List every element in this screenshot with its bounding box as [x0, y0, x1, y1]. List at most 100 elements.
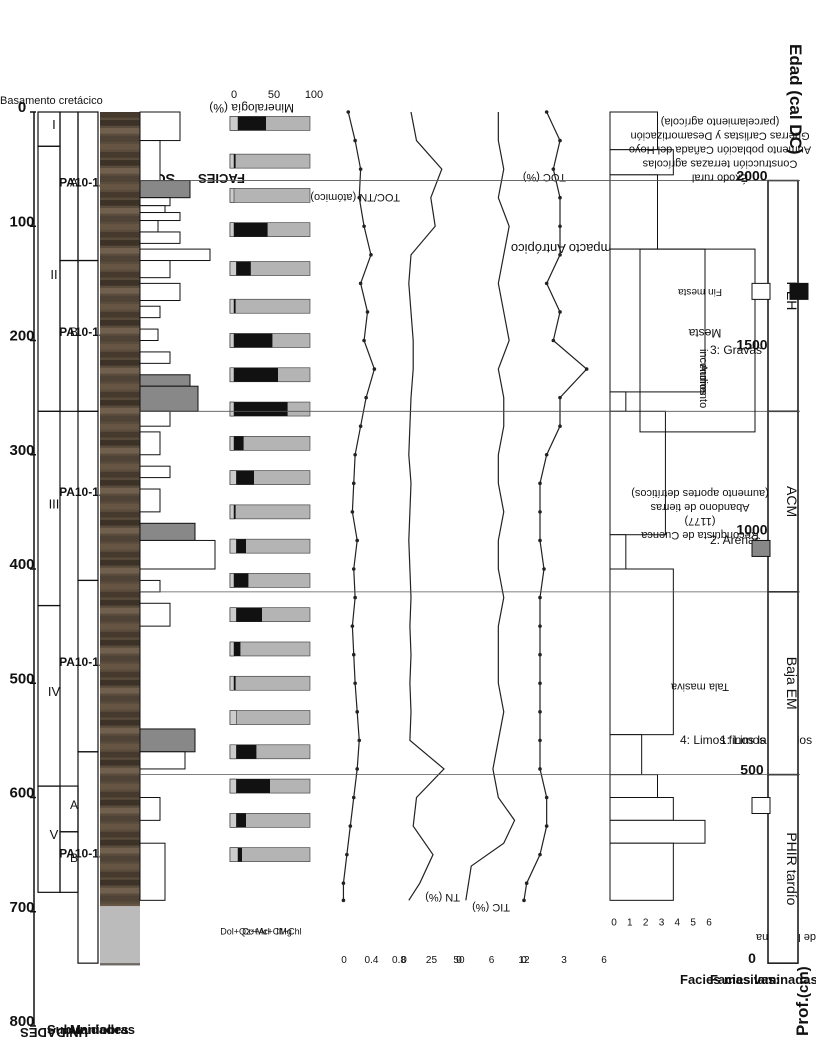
core-band-0 [100, 112, 140, 118]
toc-pt-16 [542, 567, 546, 571]
mineral-bar-ill-21 [229, 847, 239, 862]
core-band-28 [100, 143, 140, 150]
impacto-incendios-0: Aumento [697, 364, 709, 408]
facies-bar-4 [139, 205, 166, 214]
mineral-bar-ill-0 [229, 116, 239, 131]
col-mineralogia: Mineralogía (%) [209, 101, 294, 115]
core-band-245 [100, 391, 140, 398]
mineral-bar-carb-7 [234, 367, 278, 382]
tn-pt-23 [355, 767, 359, 771]
mineral-bar-ill-17 [229, 710, 237, 725]
age-tick-2: 1000 [736, 522, 767, 538]
core-band-182 [100, 319, 140, 326]
depth-tick-label-4: 400 [9, 556, 34, 573]
tn-pt-24 [351, 795, 356, 800]
core-band-560 [100, 751, 140, 758]
mineral-bar-total-2 [229, 188, 311, 203]
impacto-reconquista-0: Reconquista de Cuenca [640, 529, 758, 541]
legend-laminadas: Facies laminadas: [710, 972, 816, 987]
mineral-bar-carb-11 [234, 504, 236, 519]
period-label-1: ACM [784, 486, 800, 517]
col-toc: TOC (%) [523, 171, 566, 183]
mineral-bar-carb-4 [236, 261, 251, 276]
core-band-406 [100, 575, 140, 582]
core-band-112 [100, 239, 140, 246]
mineral-bar-ill-18 [229, 744, 237, 760]
toc-tick-2: 6 [601, 955, 607, 966]
toctn-tick-1: 25 [426, 955, 438, 966]
tn-pt-1 [353, 138, 357, 143]
facies-bar-2 [139, 180, 191, 199]
tn-tick-2: 0.8 [392, 955, 406, 966]
core-band-420 [100, 591, 140, 598]
impacto-mesta: Mesta [688, 326, 721, 340]
impacto-incendios-1: incendios [697, 349, 709, 396]
tn-pt-10 [364, 395, 368, 400]
core-band-196 [100, 335, 140, 342]
nivel-box-3 [609, 248, 706, 393]
mineral-bar-carb-18 [236, 744, 257, 759]
toc-pt-1 [558, 138, 562, 143]
mineral-bar-carb-12 [236, 539, 246, 554]
core-band-14 [100, 127, 140, 134]
nivel-box-5 [609, 410, 666, 536]
core-band-567 [100, 759, 140, 766]
core-band-427 [100, 599, 140, 606]
basamento-label: Basamento cretácico [0, 95, 103, 107]
col-maniobras: Maniobras [70, 1022, 135, 1037]
tn-pt-12 [353, 452, 357, 457]
core-band-224 [100, 367, 140, 374]
legend-masivas: Facies masivas: [680, 972, 780, 987]
core-band-574 [100, 767, 140, 774]
facies-bar-13 [139, 351, 171, 364]
depth-tick-label-6: 600 [9, 785, 34, 802]
facies-bar-6 [139, 220, 159, 233]
toc-pt-6 [544, 281, 549, 286]
period-label-2: Baja EM [784, 657, 800, 710]
mineral-bar-carb-15 [234, 641, 241, 656]
core-band-126 [100, 255, 140, 262]
core-band-350 [100, 511, 140, 518]
nivel-tick-4: 4 [675, 917, 681, 928]
legend-swatch-gravas [751, 797, 771, 814]
core-band-546 [100, 735, 140, 742]
facies-bar-16 [139, 410, 171, 427]
core-band-217 [100, 359, 140, 366]
subunidad-label-2: A [70, 798, 78, 812]
core-band-105 [100, 231, 140, 238]
depth-tick-label-2: 200 [9, 328, 34, 345]
toc-pt-9 [584, 367, 589, 371]
mineral-bar-carb-20 [236, 813, 246, 828]
impacto-exodo-2: Aumento población Cañada del Hoyo [629, 143, 811, 155]
toc-pt-15 [538, 538, 542, 543]
core-band-434 [100, 607, 140, 614]
nivel-box-4 [609, 391, 627, 412]
mineral-bar-carb-9 [234, 436, 244, 451]
core-band-98 [100, 223, 140, 230]
impacto-fin-mesta: Fin mesta [678, 286, 722, 297]
core-band-637 [100, 839, 140, 846]
mineral-tick-1: 50 [268, 89, 280, 101]
impacto-exodo-3: Guerras Carlistas y Desamortización [630, 129, 809, 141]
core-band-70 [100, 191, 140, 198]
depth-label-1: Prof. [793, 997, 812, 1036]
core-band-686 [100, 895, 140, 902]
core-band-294 [100, 447, 140, 454]
legend-swatch-limos-finos [789, 282, 809, 300]
core-band-322 [100, 479, 140, 486]
toc-pt-18 [538, 624, 542, 628]
mineral-bar-ill-3 [229, 222, 235, 237]
unidad-label-4: V [50, 827, 59, 842]
nivel-box-11 [609, 819, 706, 844]
toc-pt-11 [558, 424, 562, 428]
core-band-525 [100, 711, 140, 718]
tn-pt-6 [358, 281, 363, 286]
tn-pt-2 [358, 167, 363, 171]
mineral-bar-ill-19 [229, 778, 237, 794]
depth-tick-label-5: 500 [9, 670, 34, 687]
unidad-label-3: IV [48, 684, 61, 699]
mineral-bar-ill-12 [229, 538, 237, 554]
core-band-266 [100, 415, 140, 422]
facies-bar-7 [139, 231, 181, 244]
